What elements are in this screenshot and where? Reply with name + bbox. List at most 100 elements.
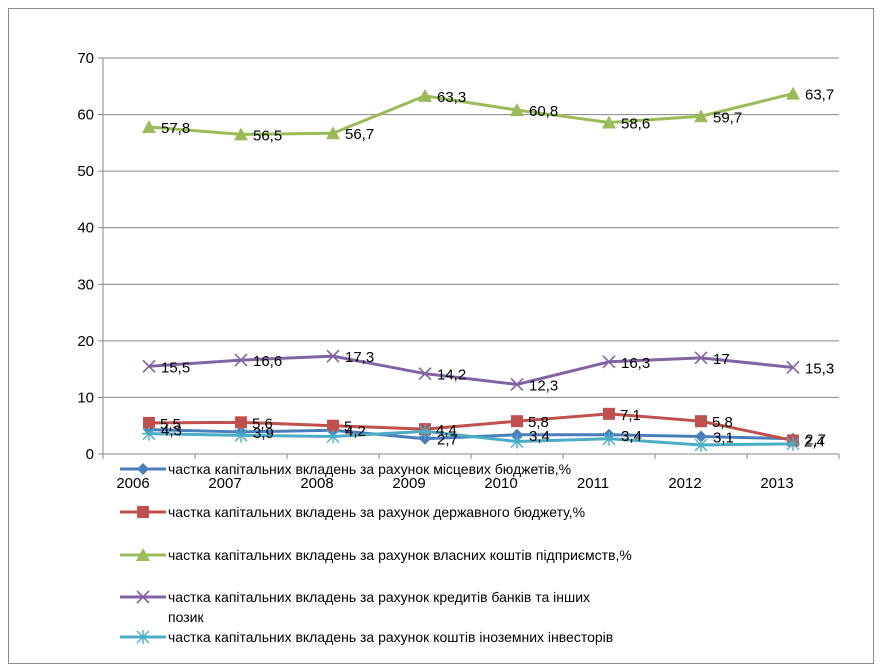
data-label: 3,4: [621, 428, 642, 445]
y-tick-label: 30: [77, 276, 94, 293]
data-label: 2,7: [437, 432, 458, 449]
legend-label: частка капітальних вкладень за рахунок д…: [168, 504, 585, 520]
legend-item: частка капітальних вкладень за рахунок м…: [120, 461, 571, 477]
gridlines: [103, 57, 839, 398]
data-point: [786, 86, 800, 100]
data-point: [695, 415, 707, 428]
legend-item: частка капітальних вкладень за рахунок д…: [120, 504, 585, 520]
legend-item: частка капітальних вкладень за рахунок к…: [120, 589, 590, 625]
data-point: [418, 424, 432, 439]
data-point: [694, 109, 708, 123]
legend-label: частка капітальних вкладень за рахунок к…: [168, 629, 613, 645]
x-tick-label: 2012: [668, 475, 701, 492]
y-tick-label: 20: [77, 333, 94, 350]
data-point: [418, 367, 432, 381]
x-tick-label: 2013: [760, 475, 793, 492]
data-label: 3,1: [713, 429, 734, 446]
data-point: [602, 431, 616, 446]
x-tick-label: 2011: [577, 475, 609, 492]
data-label: 63,7: [805, 87, 834, 104]
legend-marker: [137, 506, 149, 518]
data-point: [234, 428, 248, 443]
legend-label: частка капітальних вкладень за рахунок к…: [168, 589, 590, 625]
legend-marker: [136, 590, 150, 604]
data-label: 7,1: [620, 407, 641, 424]
axes: 0 10 20 30 40 50 60 70 2006 2007 2008 2009 2010 2011 2…: [77, 50, 840, 492]
data-label: 5,6: [252, 415, 273, 432]
data-point: [326, 126, 340, 140]
data-label: 58,6: [621, 115, 650, 132]
x-tick-label: 2009: [392, 475, 425, 492]
data-point: [510, 434, 524, 449]
data-label: 5: [344, 419, 352, 436]
data-label: 15,5: [161, 359, 190, 376]
y-tick-label: 10: [77, 389, 94, 406]
data-point: [142, 359, 156, 373]
data-label: 2,7: [805, 432, 826, 449]
data-label: 4,4: [436, 422, 457, 439]
data-point: [419, 432, 431, 445]
data-label: 56,5: [253, 127, 282, 144]
data-label: 56,7: [345, 126, 374, 143]
x-tick-label: 2010: [484, 475, 517, 492]
legend-item: частка капітальних вкладень за рахунок в…: [120, 547, 632, 563]
data-label: 16,6: [253, 353, 282, 370]
data-point: [510, 377, 524, 391]
legend-marker: [136, 630, 150, 644]
y-tick-label: 60: [77, 107, 94, 124]
data-point: [418, 88, 432, 102]
legend: частка капітальних вкладень за рахунок м…: [120, 461, 632, 645]
data-label: 5,8: [528, 414, 549, 431]
data-point: [786, 360, 800, 375]
data-point: [694, 437, 708, 452]
data-label: 3,9: [253, 425, 274, 442]
data-label: 17,3: [345, 349, 374, 366]
legend-item: частка капітальних вкладень за рахунок к…: [120, 629, 613, 645]
series-line: [148, 429, 794, 447]
data-label: 59,7: [713, 109, 742, 126]
series-lines: [142, 86, 800, 452]
data-label: 3,4: [529, 428, 550, 445]
data-label: 16,3: [621, 355, 650, 372]
data-point: [603, 407, 615, 420]
data-label: 63,3: [437, 89, 466, 106]
data-label: 60,8: [529, 103, 558, 120]
data-point: [326, 349, 340, 363]
data-label: 15,3: [805, 360, 834, 377]
data-label: 57,8: [161, 120, 190, 137]
x-tick-label: 2006: [116, 475, 149, 492]
y-tick-label: 40: [77, 220, 94, 237]
series-2: [142, 86, 800, 141]
legend-label: частка капітальних вкладень за рахунок в…: [168, 547, 632, 563]
data-point: [694, 351, 708, 365]
data-label: 5,8: [712, 414, 733, 431]
y-tick-label: 50: [77, 163, 94, 180]
data-point: [786, 436, 800, 451]
x-tick-label: 2008: [300, 475, 333, 492]
data-label: 4,2: [345, 423, 366, 440]
x-tick-label: 2007: [208, 475, 241, 492]
data-point: [511, 415, 523, 428]
legend-marker: [136, 548, 150, 561]
data-point: [142, 426, 156, 441]
series-line: [148, 412, 794, 442]
legend-label: частка капітальних вкладень за рахунок м…: [168, 461, 571, 477]
legend-marker: [137, 463, 149, 475]
data-point: [327, 419, 339, 432]
data-point: [235, 416, 247, 429]
data-point: [234, 127, 248, 141]
data-label: 12,3: [529, 377, 558, 394]
data-point: [510, 103, 524, 117]
data-point: [602, 355, 616, 369]
data-point: [695, 430, 707, 443]
data-label: 5,5: [160, 416, 181, 433]
series-3: [142, 349, 800, 391]
data-point: [142, 120, 156, 134]
data-point: [143, 416, 155, 429]
series-line: [148, 354, 794, 386]
y-tick-label: 0: [86, 446, 94, 463]
data-point: [234, 353, 248, 367]
data-label: 17: [713, 351, 730, 368]
data-point: [602, 115, 616, 129]
